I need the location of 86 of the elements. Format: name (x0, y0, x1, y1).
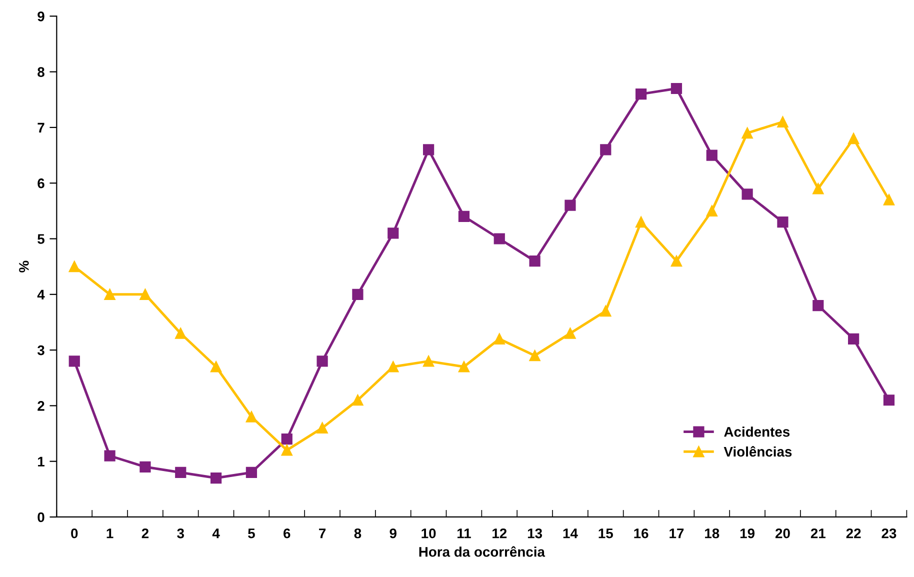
y-tick-label: 4 (37, 290, 45, 300)
point (388, 361, 399, 372)
x-tick-label: 6 (284, 528, 290, 538)
point (210, 361, 222, 372)
point (281, 434, 292, 445)
x-tick-label: 7 (319, 528, 326, 538)
x-tick-label: 13 (528, 528, 542, 538)
y-axis-title: % (19, 260, 29, 272)
point (600, 144, 612, 156)
y-tick-label: 8 (38, 67, 44, 77)
x-tick-label: 8 (354, 528, 362, 538)
y-tick-label: 1 (38, 456, 44, 466)
point (529, 350, 540, 362)
legend-label: Acidentes (724, 426, 790, 437)
y-tick-label: 7 (38, 122, 44, 132)
x-tick-label: 14 (563, 528, 578, 538)
point (68, 261, 80, 272)
y-tick-label: 3 (37, 345, 44, 356)
legend-label: Violências (724, 446, 792, 457)
point (316, 356, 328, 367)
point (316, 422, 328, 434)
point (670, 255, 682, 267)
point (246, 466, 258, 478)
point (848, 333, 860, 344)
y-tick-label: 6 (38, 178, 44, 188)
point (706, 150, 718, 161)
x-tick-label: 11 (458, 528, 471, 538)
point (422, 356, 434, 367)
point (777, 116, 788, 128)
x-tick-label: 15 (598, 528, 613, 538)
x-tick-label: 21 (810, 528, 826, 538)
point (812, 183, 824, 194)
point (388, 228, 399, 239)
y-tick-label: 5 (38, 234, 44, 244)
point (812, 300, 824, 312)
point (883, 194, 895, 206)
y-tick-label: 2 (38, 401, 44, 411)
point (564, 200, 576, 211)
x-tick-label: 17 (670, 528, 684, 538)
point (104, 288, 116, 300)
point (140, 461, 151, 472)
x-tick-label: 5 (248, 528, 255, 538)
x-tick-label: 12 (492, 528, 507, 538)
x-tick-label: 20 (775, 528, 790, 538)
point (246, 411, 258, 422)
point (352, 288, 364, 300)
point (636, 88, 647, 100)
point (636, 216, 647, 228)
x-tick-label: 9 (390, 528, 396, 538)
y-tick-label: 9 (38, 11, 44, 22)
x-tick-label: 1 (106, 528, 114, 538)
y-tick-label: 0 (38, 512, 44, 522)
point (670, 82, 682, 94)
point (68, 356, 80, 367)
point (175, 328, 186, 339)
x-tick-label: 2 (142, 528, 149, 538)
x-tick-label: 10 (422, 528, 436, 538)
x-tick-label: 23 (882, 528, 896, 538)
point (564, 328, 576, 339)
point (458, 361, 470, 372)
point (352, 394, 364, 406)
point (883, 394, 895, 406)
point (777, 216, 788, 228)
point (281, 444, 292, 456)
point (706, 205, 718, 216)
x-tick-label: 22 (846, 528, 861, 538)
x-axis-title: Hora da ocorrência (419, 546, 546, 557)
point (422, 144, 434, 156)
point (600, 306, 612, 317)
point (529, 255, 540, 267)
point (458, 210, 470, 222)
x-tick-label: 16 (634, 528, 648, 538)
point (494, 233, 505, 244)
point (742, 188, 753, 200)
point (494, 333, 505, 344)
x-tick-label: 18 (705, 528, 720, 538)
x-tick-label: 0 (71, 528, 78, 538)
x-tick-label: 3 (177, 528, 184, 538)
point (175, 466, 186, 478)
point (210, 472, 222, 484)
point (104, 450, 116, 462)
point (140, 288, 151, 300)
point (742, 127, 753, 139)
x-tick-label: 4 (212, 528, 220, 538)
x-tick-label: 19 (740, 528, 755, 538)
point (848, 133, 860, 144)
